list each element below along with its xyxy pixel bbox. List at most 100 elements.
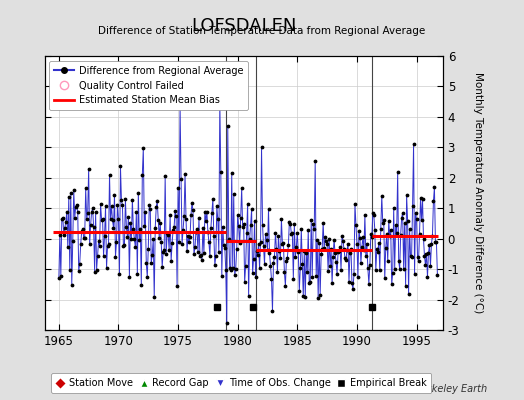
Point (263, 237, 271, 243)
Point (253, 248, 261, 254)
Legend: Station Move, Record Gap, Time of Obs. Change, Empirical Break: Station Move, Record Gap, Time of Obs. C… (51, 374, 431, 393)
Point (142, 260, 150, 266)
Point (66, 266, 74, 273)
Point (212, 252, 220, 259)
Point (211, 262, 219, 268)
Point (270, 254, 279, 260)
Point (72, 201, 81, 208)
Point (148, 251, 157, 258)
Point (321, 234, 329, 241)
Point (264, 206, 272, 213)
Point (103, 243, 112, 250)
Point (137, 282, 146, 288)
Point (81, 235, 89, 242)
Point (305, 280, 313, 286)
Point (168, 240, 176, 246)
Point (230, 191, 238, 197)
Point (89, 205, 97, 212)
Point (244, 293, 253, 299)
Point (300, 248, 309, 255)
Point (357, 260, 365, 266)
Point (264, 246, 272, 253)
Point (196, 252, 204, 259)
Point (342, 256, 350, 263)
Point (295, 288, 303, 294)
Point (224, 123, 232, 129)
Point (294, 249, 302, 255)
Point (398, 210, 407, 216)
Point (216, 169, 225, 175)
Point (97, 216, 106, 223)
Point (335, 248, 343, 254)
Point (372, 267, 380, 274)
Point (93, 253, 102, 259)
Point (70, 187, 78, 194)
Point (410, 271, 419, 277)
Point (348, 280, 356, 286)
Point (92, 266, 101, 273)
Point (56, 232, 64, 238)
Point (75, 261, 84, 267)
Point (78, 228, 86, 235)
Point (274, 233, 282, 239)
Point (333, 271, 341, 277)
Point (400, 220, 409, 226)
Point (423, 274, 432, 280)
Point (255, 265, 264, 271)
Point (83, 210, 92, 217)
Point (409, 141, 418, 148)
Point (278, 241, 287, 247)
Point (420, 253, 429, 260)
Point (291, 254, 300, 260)
Point (118, 202, 127, 208)
Point (150, 294, 158, 300)
Point (247, 206, 256, 212)
Point (336, 244, 344, 250)
Point (311, 158, 320, 164)
Point (233, 245, 241, 252)
Point (59, 214, 67, 221)
Point (64, 194, 73, 200)
Point (290, 221, 299, 228)
Point (220, 242, 228, 248)
Point (105, 172, 114, 178)
Point (223, 319, 231, 326)
Point (163, 230, 171, 236)
Point (287, 230, 296, 237)
Point (370, 226, 379, 233)
Point (303, 268, 311, 275)
Point (169, 226, 177, 233)
Point (381, 244, 390, 251)
Point (267, 276, 276, 282)
Point (120, 242, 128, 248)
Point (186, 234, 194, 240)
Point (383, 231, 391, 237)
Point (265, 250, 274, 256)
Title: LOFSDALEN: LOFSDALEN (191, 17, 297, 35)
Point (364, 265, 372, 272)
Point (359, 247, 368, 254)
Point (339, 238, 347, 244)
Point (310, 226, 319, 232)
Point (69, 238, 77, 244)
Point (129, 226, 138, 232)
Point (283, 254, 291, 261)
Point (268, 308, 277, 314)
Point (71, 214, 79, 221)
Point (143, 274, 151, 280)
Point (385, 218, 393, 224)
Point (259, 243, 268, 250)
Point (199, 225, 207, 232)
Point (119, 243, 128, 250)
Point (178, 241, 186, 247)
Point (231, 272, 239, 279)
Point (269, 260, 278, 266)
Point (91, 268, 99, 275)
Point (244, 201, 252, 207)
Point (344, 241, 352, 248)
Point (214, 216, 222, 222)
Point (249, 256, 258, 262)
Point (365, 280, 373, 287)
Point (149, 236, 157, 242)
Point (88, 208, 96, 215)
